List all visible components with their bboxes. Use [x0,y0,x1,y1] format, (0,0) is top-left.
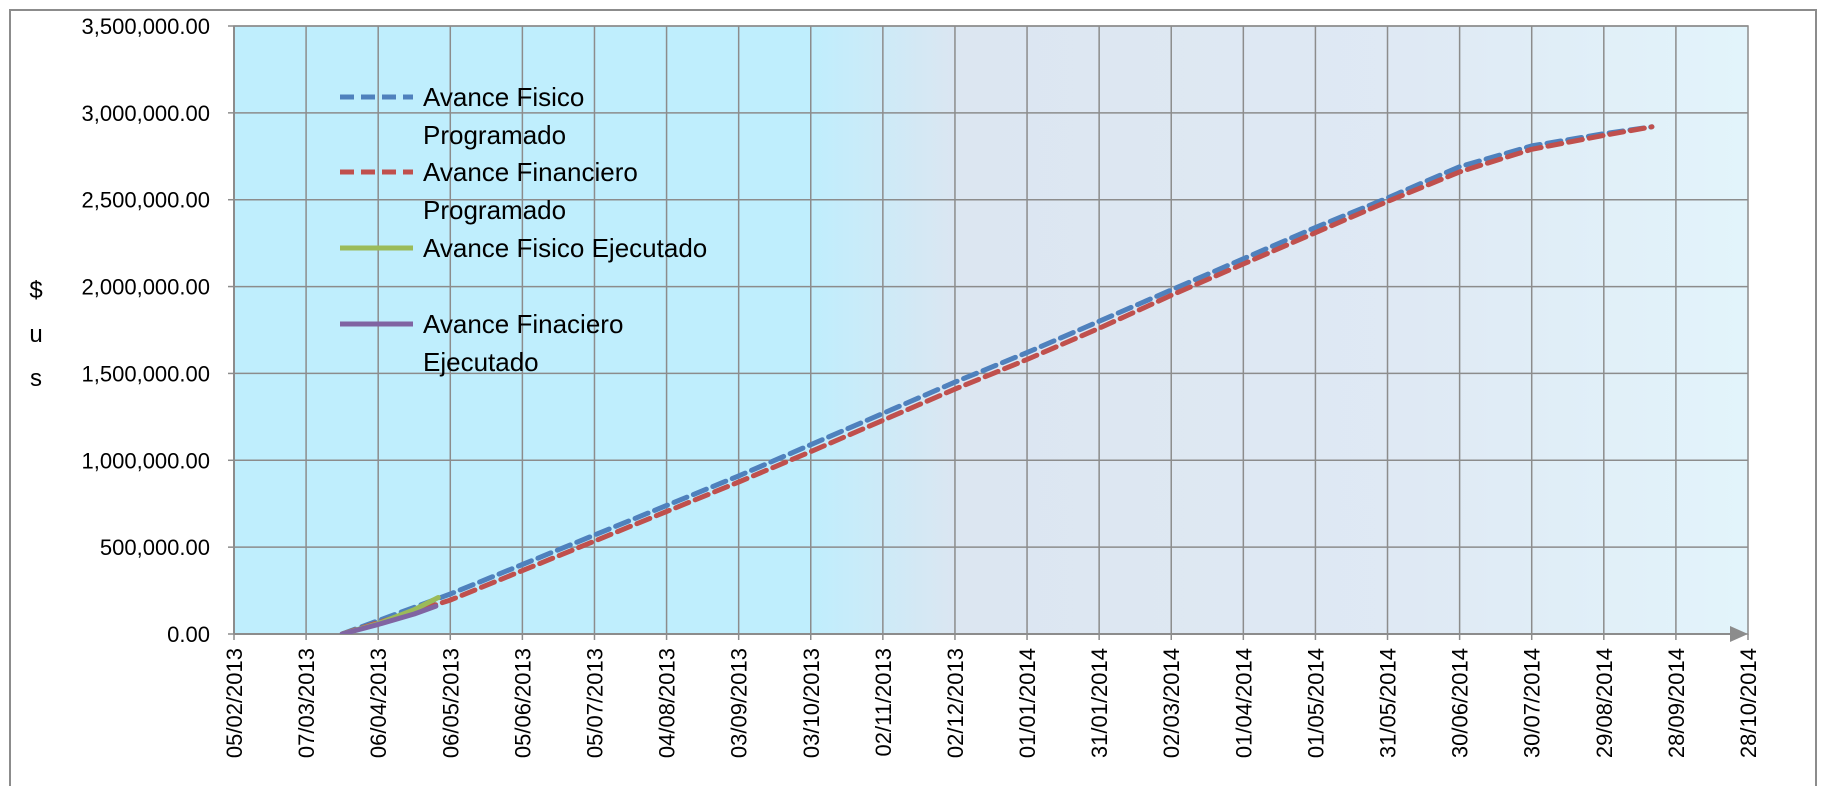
series-line-4 [339,603,439,634]
series-line-1 [339,124,1655,634]
x-tick-label: 04/08/2013 [655,648,680,758]
y-axis-label-char: u [29,321,42,348]
x-tick-label: 31/05/2014 [1376,648,1401,758]
x-tick-label: 05/06/2013 [510,648,535,758]
x-tick-label: 06/04/2013 [366,648,391,758]
x-tick-label: 28/10/2014 [1736,648,1761,758]
legend-label-3: Avance Fisico Ejecutado [423,233,707,263]
x-tick-label: 03/09/2013 [727,648,752,758]
x-tick-label: 03/10/2013 [799,648,824,758]
y-axis-label-char: $ [29,277,42,304]
series-group [339,124,1655,634]
x-tick-label: 02/11/2013 [871,648,896,756]
x-tick-label: 02/12/2013 [943,648,968,758]
x-tick-label: 30/06/2014 [1448,648,1473,758]
y-tick-label: 500,000.00 [100,535,210,560]
x-tick-label: 01/05/2014 [1303,648,1328,758]
x-tick-label: 31/01/2014 [1087,648,1112,758]
legend-label-2: Programado [423,195,566,225]
legend-label-4: Ejecutado [423,347,539,377]
x-tick-label: 01/01/2014 [1015,648,1040,758]
x-axis-arrow [1730,626,1748,642]
plot-background [233,25,1749,635]
y-tick-label: 1,000,000.00 [82,448,210,473]
series-line-2 [339,124,1655,634]
x-tick-label: 02/03/2014 [1159,648,1184,758]
x-tick-label: 07/03/2013 [294,648,319,758]
legend-label-1: Avance Fisico [423,82,584,112]
x-tick-label: 05/07/2013 [582,648,607,758]
y-tick-label: 1,500,000.00 [82,361,210,386]
y-tick-label: 0.00 [167,622,210,647]
y-tick-label: 2,500,000.00 [82,188,210,213]
x-tick-label: 28/09/2014 [1664,648,1689,758]
x-tick-label: 05/02/2013 [222,648,247,758]
y-tick-label: 3,000,000.00 [82,101,210,126]
y-tick-label: 3,500,000.00 [82,14,210,39]
x-tick-label: 30/07/2014 [1520,648,1545,758]
x-tick-label: 06/05/2013 [438,648,463,758]
legend-label-1: Programado [423,120,566,150]
legend-label-2: Avance Financiero [423,157,638,187]
y-tick-label: 2,000,000.00 [82,275,210,300]
y-axis-label-char: s [30,365,42,392]
x-tick-label: 01/04/2014 [1231,648,1256,758]
legend-label-4: Avance Finaciero [423,309,623,339]
legend: Avance Fisico Programado Avance Financiero… [340,82,707,377]
x-tick-label: 29/08/2014 [1592,648,1617,758]
